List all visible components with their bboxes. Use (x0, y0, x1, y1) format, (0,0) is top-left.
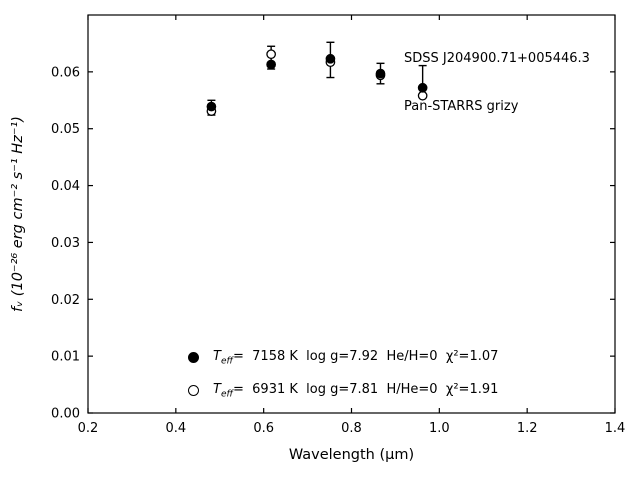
x-tick-label: 0.8 (341, 421, 362, 436)
y-axis-label: fᵥ (10⁻²⁶ erg cm⁻² s⁻¹ Hz⁻¹) (10, 116, 26, 312)
legend-label: Teff= 7158 K log g=7.92 He/H=0 χ²=1.07 (213, 348, 499, 367)
model-h-atmosphere-point (206, 101, 217, 112)
model-h-atmosphere-point (375, 68, 386, 79)
x-tick-label: 1.4 (605, 421, 626, 436)
y-tick-label: 0.00 (51, 407, 80, 422)
filled-circle-marker (188, 352, 199, 363)
survey-name: Pan-STARRS grizy (404, 99, 519, 114)
legend-label: Teff= 6931 K log g=7.81 H/He=0 χ²=1.91 (213, 381, 499, 400)
y-tick-label: 0.03 (51, 236, 80, 251)
y-tick-label: 0.06 (51, 65, 80, 80)
open-circle-marker (188, 385, 199, 396)
x-tick-label: 0.6 (253, 421, 274, 436)
y-tick-label: 0.01 (51, 350, 80, 365)
model-h-atmosphere-point (325, 53, 336, 64)
x-tick-label: 0.2 (78, 421, 99, 436)
legend-item: Teff= 6931 K log g=7.81 H/He=0 χ²=1.91 (188, 374, 498, 407)
x-tick-label: 1.0 (429, 421, 450, 436)
legend-item: Teff= 7158 K log g=7.92 He/H=0 χ²=1.07 (188, 341, 498, 374)
model-h-atmosphere-point (266, 59, 276, 70)
annotation-block: SDSS J204900.71+005446.3 Pan-STARRS griz… (404, 19, 590, 147)
x-axis-label: Wavelength (μm) (289, 447, 414, 463)
legend: Teff= 7158 K log g=7.92 He/H=0 χ²=1.07 Te… (188, 341, 498, 407)
target-name: SDSS J204900.71+005446.3 (404, 51, 590, 66)
y-tick-label: 0.04 (51, 179, 80, 194)
y-tick-label: 0.02 (51, 293, 80, 308)
x-tick-label: 0.4 (165, 421, 186, 436)
y-tick-label: 0.05 (51, 122, 80, 137)
model-he-atmosphere-point (266, 49, 276, 60)
x-tick-label: 1.2 (517, 421, 538, 436)
model-h-atmosphere-point (417, 82, 428, 93)
